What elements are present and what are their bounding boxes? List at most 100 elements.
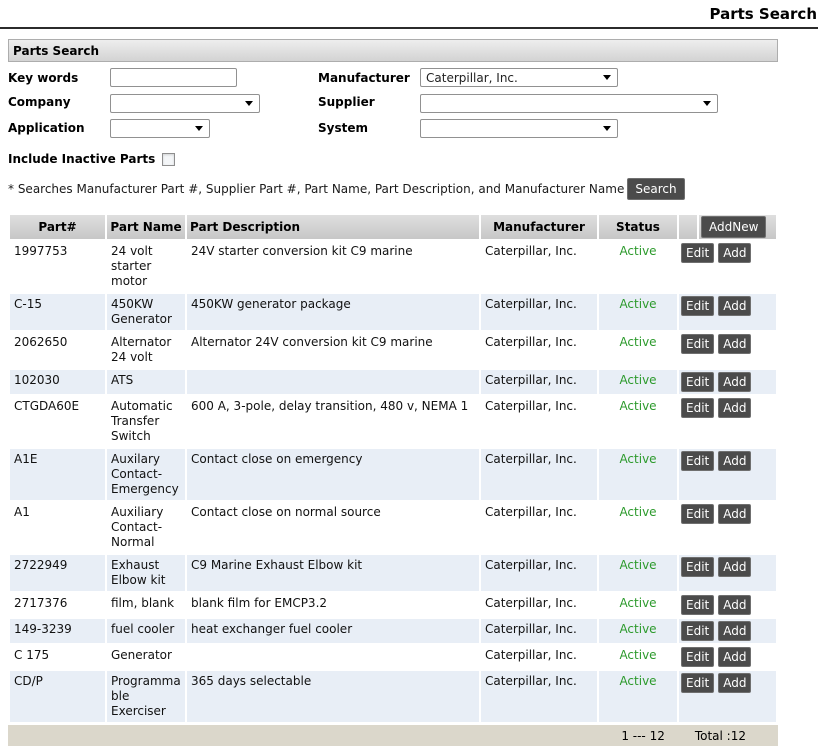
- part-name-cell: Exhaust Elbow kit: [107, 555, 185, 591]
- add-button[interactable]: Add: [718, 372, 752, 392]
- part-number-cell: 2722949: [10, 555, 105, 591]
- status-cell: Active: [619, 505, 657, 519]
- keywords-input[interactable]: [110, 68, 237, 87]
- supplier-label: Supplier: [318, 95, 375, 110]
- edit-button[interactable]: Edit: [681, 334, 715, 354]
- part-number-cell: A1E: [10, 449, 105, 500]
- edit-button[interactable]: Edit: [681, 621, 715, 641]
- part-description-cell: heat exchanger fuel cooler: [187, 619, 479, 643]
- manufacturer-cell: Caterpillar, Inc.: [481, 671, 597, 722]
- part-name-cell: ATS: [107, 370, 185, 394]
- keywords-label: Key words: [8, 70, 79, 85]
- actions-cell: Edit Add: [679, 645, 776, 669]
- part-number-cell: 149-3239: [10, 619, 105, 643]
- part-number-cell: 102030: [10, 370, 105, 394]
- manufacturer-label: Manufacturer: [318, 70, 410, 85]
- table-row: C 175 Generator Caterpillar, Inc. Active…: [10, 645, 776, 669]
- part-description-cell: Contact close on normal source: [191, 505, 381, 519]
- add-button[interactable]: Add: [718, 451, 752, 471]
- add-button[interactable]: Add: [718, 243, 752, 263]
- supplier-select[interactable]: [420, 93, 718, 113]
- company-select[interactable]: [110, 93, 260, 113]
- add-button[interactable]: Add: [718, 621, 752, 641]
- edit-button[interactable]: Edit: [681, 504, 715, 524]
- parts-table-body: 1997753 24 volt starter motor 24V starte…: [10, 241, 776, 722]
- table-row: CD/P Programmable Exerciser 365 days sel…: [10, 671, 776, 722]
- status-cell: Active: [619, 596, 657, 610]
- edit-button[interactable]: Edit: [681, 595, 715, 615]
- add-button[interactable]: Add: [718, 296, 752, 316]
- part-number-cell: CD/P: [10, 671, 105, 722]
- company-label: Company: [8, 95, 71, 110]
- edit-button[interactable]: Edit: [681, 372, 715, 392]
- status-cell: Active: [599, 619, 677, 643]
- part-description-cell: 24V starter conversion kit C9 marine: [191, 244, 413, 258]
- status-cell: Active: [619, 648, 657, 662]
- total-count: Total :12: [694, 728, 746, 743]
- include-inactive-row: Include Inactive Parts: [8, 152, 778, 166]
- status-cell: Active: [599, 449, 677, 500]
- page-content: Parts Search Key words Manufacturer Cate…: [8, 39, 778, 746]
- section-header: Parts Search: [8, 39, 778, 62]
- table-row: 2062650 Alternator 24 volt Alternator 24…: [10, 332, 776, 368]
- status-cell: Active: [599, 555, 677, 591]
- manufacturer-cell: Caterpillar, Inc.: [481, 370, 597, 394]
- add-button[interactable]: Add: [718, 673, 752, 693]
- system-select[interactable]: [420, 119, 618, 138]
- table-row: 149-3239 fuel cooler heat exchanger fuel…: [10, 619, 776, 643]
- table-row: 2717376 film, blank blank film for EMCP3…: [10, 593, 776, 617]
- page-range: 1 --- 12: [621, 728, 665, 743]
- add-new-button[interactable]: AddNew: [701, 216, 767, 238]
- page-title: Parts Search: [709, 5, 818, 23]
- add-button[interactable]: Add: [718, 504, 752, 524]
- search-button[interactable]: Search: [627, 178, 685, 200]
- part-number-cell: 1997753: [14, 244, 68, 258]
- include-inactive-checkbox[interactable]: [162, 152, 176, 166]
- add-button[interactable]: Add: [718, 334, 752, 354]
- table-row: 2722949 Exhaust Elbow kit C9 Marine Exha…: [10, 555, 776, 591]
- add-button[interactable]: Add: [718, 647, 752, 667]
- actions-cell: Edit Add: [679, 370, 776, 394]
- manufacturer-select[interactable]: Caterpillar, Inc.: [420, 68, 618, 87]
- add-button[interactable]: Add: [718, 398, 752, 418]
- edit-button[interactable]: Edit: [681, 296, 715, 316]
- actions-cell: Edit Add: [679, 671, 776, 722]
- actions-cell: Edit Add: [679, 241, 776, 292]
- part-description-cell: 600 A, 3-pole, delay transition, 480 v, …: [191, 399, 469, 413]
- manufacturer-cell: Caterpillar, Inc.: [481, 555, 597, 591]
- manufacturer-cell: Caterpillar, Inc.: [485, 335, 577, 349]
- part-number-cell: 2062650: [14, 335, 68, 349]
- edit-button[interactable]: Edit: [681, 243, 715, 263]
- actions-cell: Edit Add: [679, 294, 776, 330]
- add-button[interactable]: Add: [718, 557, 752, 577]
- manufacturer-cell: Caterpillar, Inc.: [485, 648, 577, 662]
- chevron-down-icon: [245, 100, 253, 106]
- manufacturer-cell: Caterpillar, Inc.: [485, 505, 577, 519]
- include-inactive-label: Include Inactive Parts: [8, 152, 156, 166]
- col-header-addnew: AddNew: [699, 215, 776, 239]
- table-header-row: Part# Part Name Part Description Manufac…: [10, 215, 776, 239]
- col-header-status: Status: [599, 215, 677, 239]
- col-header-manufacturer: Manufacturer: [481, 215, 597, 239]
- edit-button[interactable]: Edit: [681, 398, 715, 418]
- part-name-cell: film, blank: [111, 596, 175, 610]
- application-select[interactable]: [110, 119, 210, 138]
- part-number-cell: C 175: [14, 648, 50, 662]
- chevron-down-icon: [603, 75, 611, 80]
- part-number-cell: A1: [14, 505, 30, 519]
- edit-button[interactable]: Edit: [681, 451, 715, 471]
- manufacturer-select-value: Caterpillar, Inc.: [426, 70, 518, 85]
- part-description-cell: blank film for EMCP3.2: [191, 596, 328, 610]
- add-button[interactable]: Add: [718, 595, 752, 615]
- actions-cell: Edit Add: [679, 502, 776, 553]
- edit-button[interactable]: Edit: [681, 673, 715, 693]
- edit-button[interactable]: Edit: [681, 647, 715, 667]
- status-cell: Active: [599, 671, 677, 722]
- part-name-cell: Auxiliary Contact- Normal: [111, 505, 164, 549]
- chevron-down-icon: [703, 100, 711, 106]
- system-label: System: [318, 120, 368, 135]
- edit-button[interactable]: Edit: [681, 557, 715, 577]
- actions-cell: Edit Add: [679, 332, 776, 368]
- part-description-cell: Alternator 24V conversion kit C9 marine: [191, 335, 433, 349]
- col-header-part-description: Part Description: [187, 215, 479, 239]
